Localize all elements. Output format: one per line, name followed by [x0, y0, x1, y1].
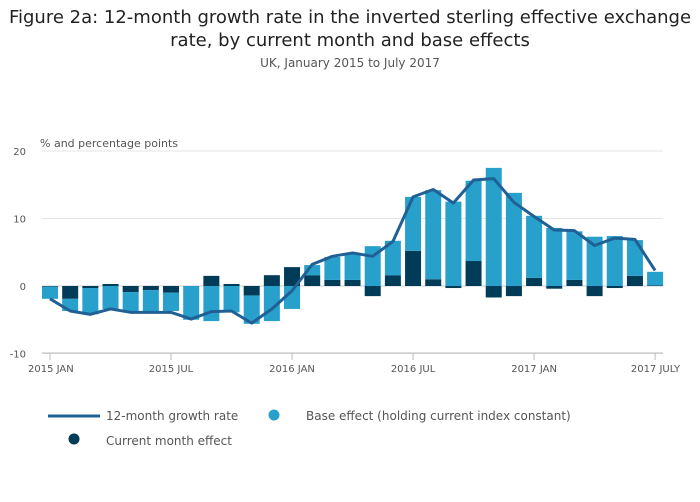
legend-label: Base effect (holding current index const… [306, 409, 571, 423]
bar-base-effect [304, 265, 321, 276]
x-tick-label: 2015 JUL [149, 364, 194, 375]
bar-current-month-effect [344, 279, 361, 286]
bar-current-month-effect [324, 279, 341, 286]
bar-current-month-effect [304, 275, 321, 286]
y-tick-label: 10 [13, 215, 26, 226]
y-axis-label: % and percentage points [40, 137, 178, 150]
bar-current-month-effect [465, 261, 482, 286]
bar-current-month-effect [405, 250, 422, 286]
bar-base-effect [425, 190, 442, 280]
bar-base-effect [606, 236, 623, 286]
chart-subtitle: UK, January 2015 to July 2017 [260, 56, 440, 70]
bar-current-month-effect [445, 286, 462, 289]
bar-current-month-effect [606, 286, 623, 289]
bar-current-month-effect [102, 283, 119, 286]
bar-current-month-effect [263, 275, 280, 286]
y-tick-label: -10 [10, 350, 26, 361]
x-tick-label: 2016 JUL [391, 364, 436, 375]
bar-base-effect [566, 231, 583, 280]
bar-current-month-effect [505, 286, 522, 297]
bar-base-effect [122, 292, 139, 313]
bar-current-month-effect [284, 267, 301, 286]
bar-base-effect [626, 240, 643, 276]
x-tick-label: 2017 JULY [631, 364, 681, 375]
y-tick-label: 20 [13, 147, 26, 158]
chart-title: Figure 2a: 12-month growth rate in the i… [8, 7, 692, 51]
legend-current-marker [68, 433, 80, 445]
bar-base-effect [405, 196, 422, 251]
bar-current-month-effect [364, 286, 381, 297]
bar-current-month-effect [546, 286, 563, 289]
bar-current-month-effect [526, 277, 543, 286]
bar-base-effect [485, 167, 502, 286]
bar-base-effect [465, 180, 482, 262]
bar-base-effect [142, 290, 159, 312]
bar-base-effect [324, 256, 341, 280]
y-tick-label: 0 [20, 282, 26, 293]
bar-base-effect [284, 286, 301, 309]
line-12-month-growth-rate [49, 177, 657, 325]
bar-base-effect [163, 292, 180, 311]
x-tick-label: 2016 JAN [269, 364, 315, 375]
bar-base-effect [546, 227, 563, 286]
x-tick-label: 2017 JAN [511, 364, 557, 375]
legend-base-marker [268, 409, 280, 421]
legend-label: Current month effect [106, 434, 232, 448]
bar-base-effect [203, 286, 220, 322]
bar-current-month-effect [647, 285, 664, 286]
bar-current-month-effect [142, 286, 159, 291]
bar-current-month-effect [223, 283, 240, 286]
bar-base-effect [223, 286, 240, 313]
bar-base-effect [42, 286, 58, 299]
bar-current-month-effect [163, 286, 180, 293]
bar-current-month-effect [203, 275, 220, 286]
bar-base-effect [384, 240, 401, 276]
bar-base-effect [505, 192, 522, 286]
bar-base-effect [344, 253, 361, 280]
bar-base-effect [586, 236, 603, 286]
bar-current-month-effect [566, 279, 583, 286]
bar-base-effect [647, 271, 664, 286]
bar-current-month-effect [42, 286, 58, 287]
bar-current-month-effect [122, 286, 139, 293]
bar-base-effect [82, 288, 99, 315]
bar-base-effect [183, 286, 200, 320]
bar-base-effect [243, 295, 260, 324]
bar-current-month-effect [384, 275, 401, 286]
bar-current-month-effect [485, 286, 502, 298]
bar-base-effect [102, 286, 119, 309]
bar-current-month-effect [586, 286, 603, 297]
x-tick-label: 2015 JAN [28, 364, 74, 375]
bar-current-month-effect [243, 286, 260, 296]
legend-label: 12-month growth rate [106, 409, 238, 423]
bar-current-month-effect [82, 286, 99, 289]
bar-current-month-effect [425, 279, 442, 286]
bar-current-month-effect [62, 286, 79, 299]
bar-base-effect [445, 201, 462, 286]
bar-base-effect [526, 215, 543, 278]
bar-current-month-effect [626, 275, 643, 286]
